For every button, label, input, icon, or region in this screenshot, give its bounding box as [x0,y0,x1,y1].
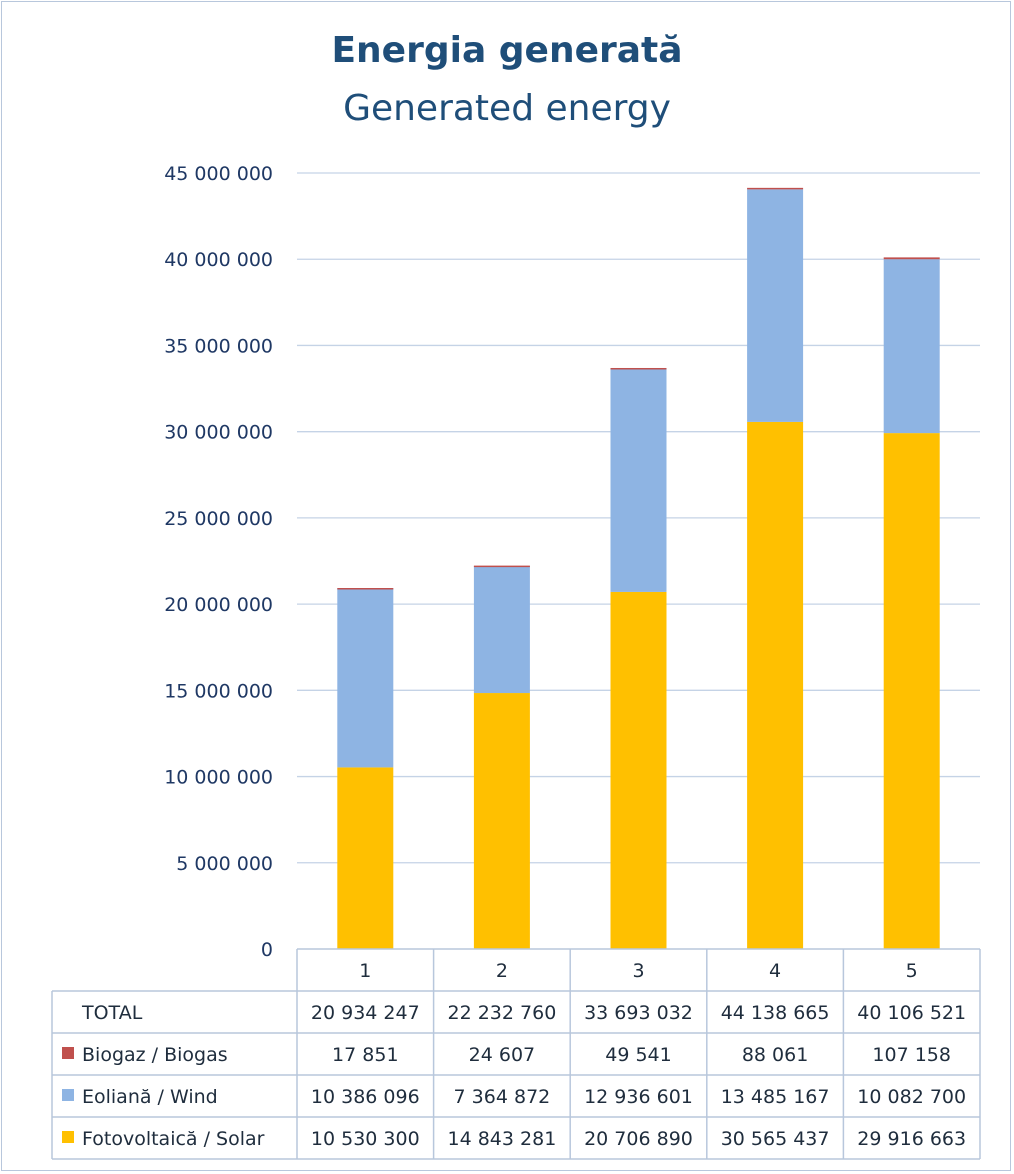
x-tick-label: 3 [632,960,644,982]
y-tick-label: 20 000 000 [164,594,273,616]
data-label: 29 916 663 [857,1128,966,1150]
data-label: 10 530 300 [311,1128,420,1150]
bar-segment [473,693,530,949]
y-tick-label: 15 000 000 [164,680,273,702]
bar-segment [747,421,804,949]
x-tick-label: 5 [906,960,918,982]
data-label: 40 106 521 [857,1002,966,1024]
x-tick-label: 4 [769,960,781,982]
y-tick-label: 5 000 000 [176,853,273,875]
bar-segment [337,588,394,590]
y-tick-label: 0 [261,939,273,961]
y-tick-label: 35 000 000 [164,335,273,357]
legend-swatch [62,1089,74,1101]
legend-label: Eoliană / Wind [82,1086,218,1108]
data-label: 12 936 601 [584,1086,693,1108]
bar-segment [883,259,940,434]
data-label: 20 934 247 [311,1002,420,1024]
y-tick-label: 25 000 000 [164,508,273,530]
bar-segment [473,565,530,568]
x-tick-label: 2 [496,960,508,982]
data-label: 10 082 700 [857,1086,966,1108]
data-label: 24 607 [469,1044,535,1066]
bar-segment [337,767,394,949]
bar-segment [610,367,667,370]
data-label: 30 565 437 [721,1128,830,1150]
bar-segment [610,368,667,592]
bar-segment [610,591,667,949]
bar-segment [473,566,530,694]
data-label: 107 158 [872,1044,951,1066]
data-label: 33 693 032 [584,1002,693,1024]
table-row-label: TOTAL [81,1002,143,1024]
data-label: 10 386 096 [311,1086,420,1108]
data-label: 7 364 872 [454,1086,551,1108]
bar-segment [883,433,940,949]
bar-segment [337,588,394,768]
chart-subtitle: Generated energy [343,88,671,129]
bar-segment [747,189,804,422]
bar-segment [883,257,940,260]
legend-swatch [62,1047,74,1059]
data-label: 14 843 281 [448,1128,557,1150]
bar-segment [747,187,804,190]
y-tick-label: 10 000 000 [164,767,273,789]
legend-label: Biogaz / Biogas [82,1044,228,1066]
data-label: 20 706 890 [584,1128,693,1150]
data-label: 44 138 665 [721,1002,830,1024]
y-tick-label: 45 000 000 [164,163,273,185]
data-label: 49 541 [605,1044,671,1066]
chart-title: Energia generată [331,30,683,71]
legend-label: Fotovoltaică / Solar [82,1128,265,1150]
data-label: 88 061 [742,1044,808,1066]
x-tick-label: 1 [359,960,371,982]
y-tick-label: 40 000 000 [164,249,273,271]
y-tick-label: 30 000 000 [164,422,273,444]
data-label: 13 485 167 [721,1086,830,1108]
legend-swatch [62,1131,74,1143]
data-label: 17 851 [332,1044,398,1066]
data-label: 22 232 760 [448,1002,557,1024]
